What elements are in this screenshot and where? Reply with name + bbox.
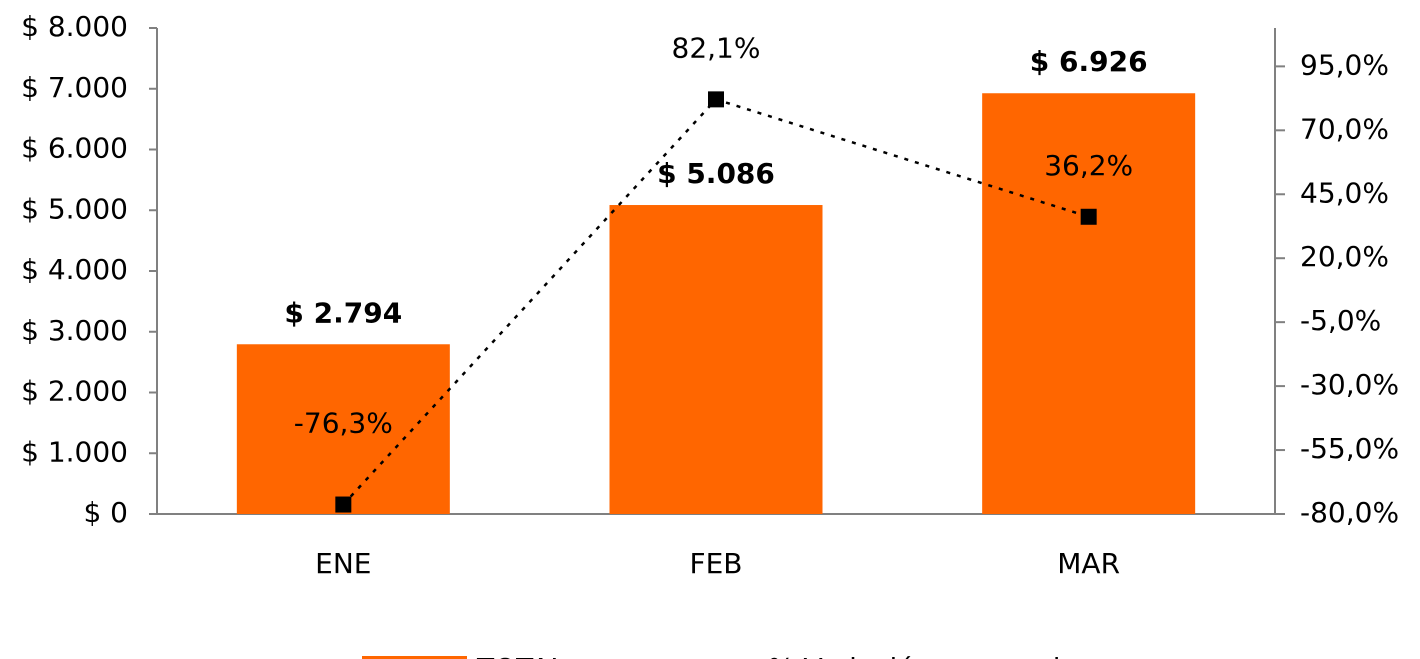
y-tick-label: $ 8.000	[21, 10, 128, 43]
y-tick-label: $ 6.000	[21, 132, 128, 165]
y-tick-label: $ 1.000	[21, 435, 128, 468]
bar-value-label: $ 6.926	[1030, 45, 1148, 78]
bar-value-label: $ 2.794	[284, 296, 402, 329]
y2-tick-label: -5,0%	[1300, 304, 1381, 337]
x-tick-label: FEB	[689, 547, 742, 580]
y2-tick-label: 70,0%	[1300, 112, 1389, 145]
legend-swatch	[362, 656, 467, 659]
line-value-label: 82,1%	[672, 31, 761, 64]
line-marker	[1080, 208, 1097, 225]
y2-tick-label: 95,0%	[1300, 48, 1389, 81]
y2-tick-label: -30,0%	[1300, 368, 1399, 401]
legend-label: % Variación mensual	[768, 652, 1061, 659]
bar	[982, 93, 1196, 515]
line-marker	[335, 496, 352, 513]
y2-tick-label: 45,0%	[1300, 176, 1389, 209]
bar	[236, 344, 450, 514]
y-tick-label: $ 4.000	[21, 253, 128, 286]
y-tick-label: $ 3.000	[21, 314, 128, 347]
y-tick-label: $ 2.000	[21, 375, 128, 408]
y-tick-label: $ 5.000	[21, 192, 128, 225]
x-tick-label: MAR	[1057, 547, 1120, 580]
y2-tick-label: 20,0%	[1300, 240, 1389, 273]
y-tick-label: $ 7.000	[21, 71, 128, 104]
bar	[609, 205, 823, 514]
line-value-label: -76,3%	[294, 407, 393, 440]
x-tick-label: ENE	[315, 547, 371, 580]
line-marker	[708, 91, 724, 108]
y2-tick-label: -55,0%	[1300, 432, 1399, 465]
y2-tick-label: -80,0%	[1300, 496, 1399, 529]
bar-value-label: $ 5.086	[657, 157, 775, 190]
legend-label: TOTAL	[476, 652, 566, 659]
y-tick-label: $ 0	[83, 496, 128, 529]
line-value-label: 36,2%	[1044, 149, 1133, 182]
